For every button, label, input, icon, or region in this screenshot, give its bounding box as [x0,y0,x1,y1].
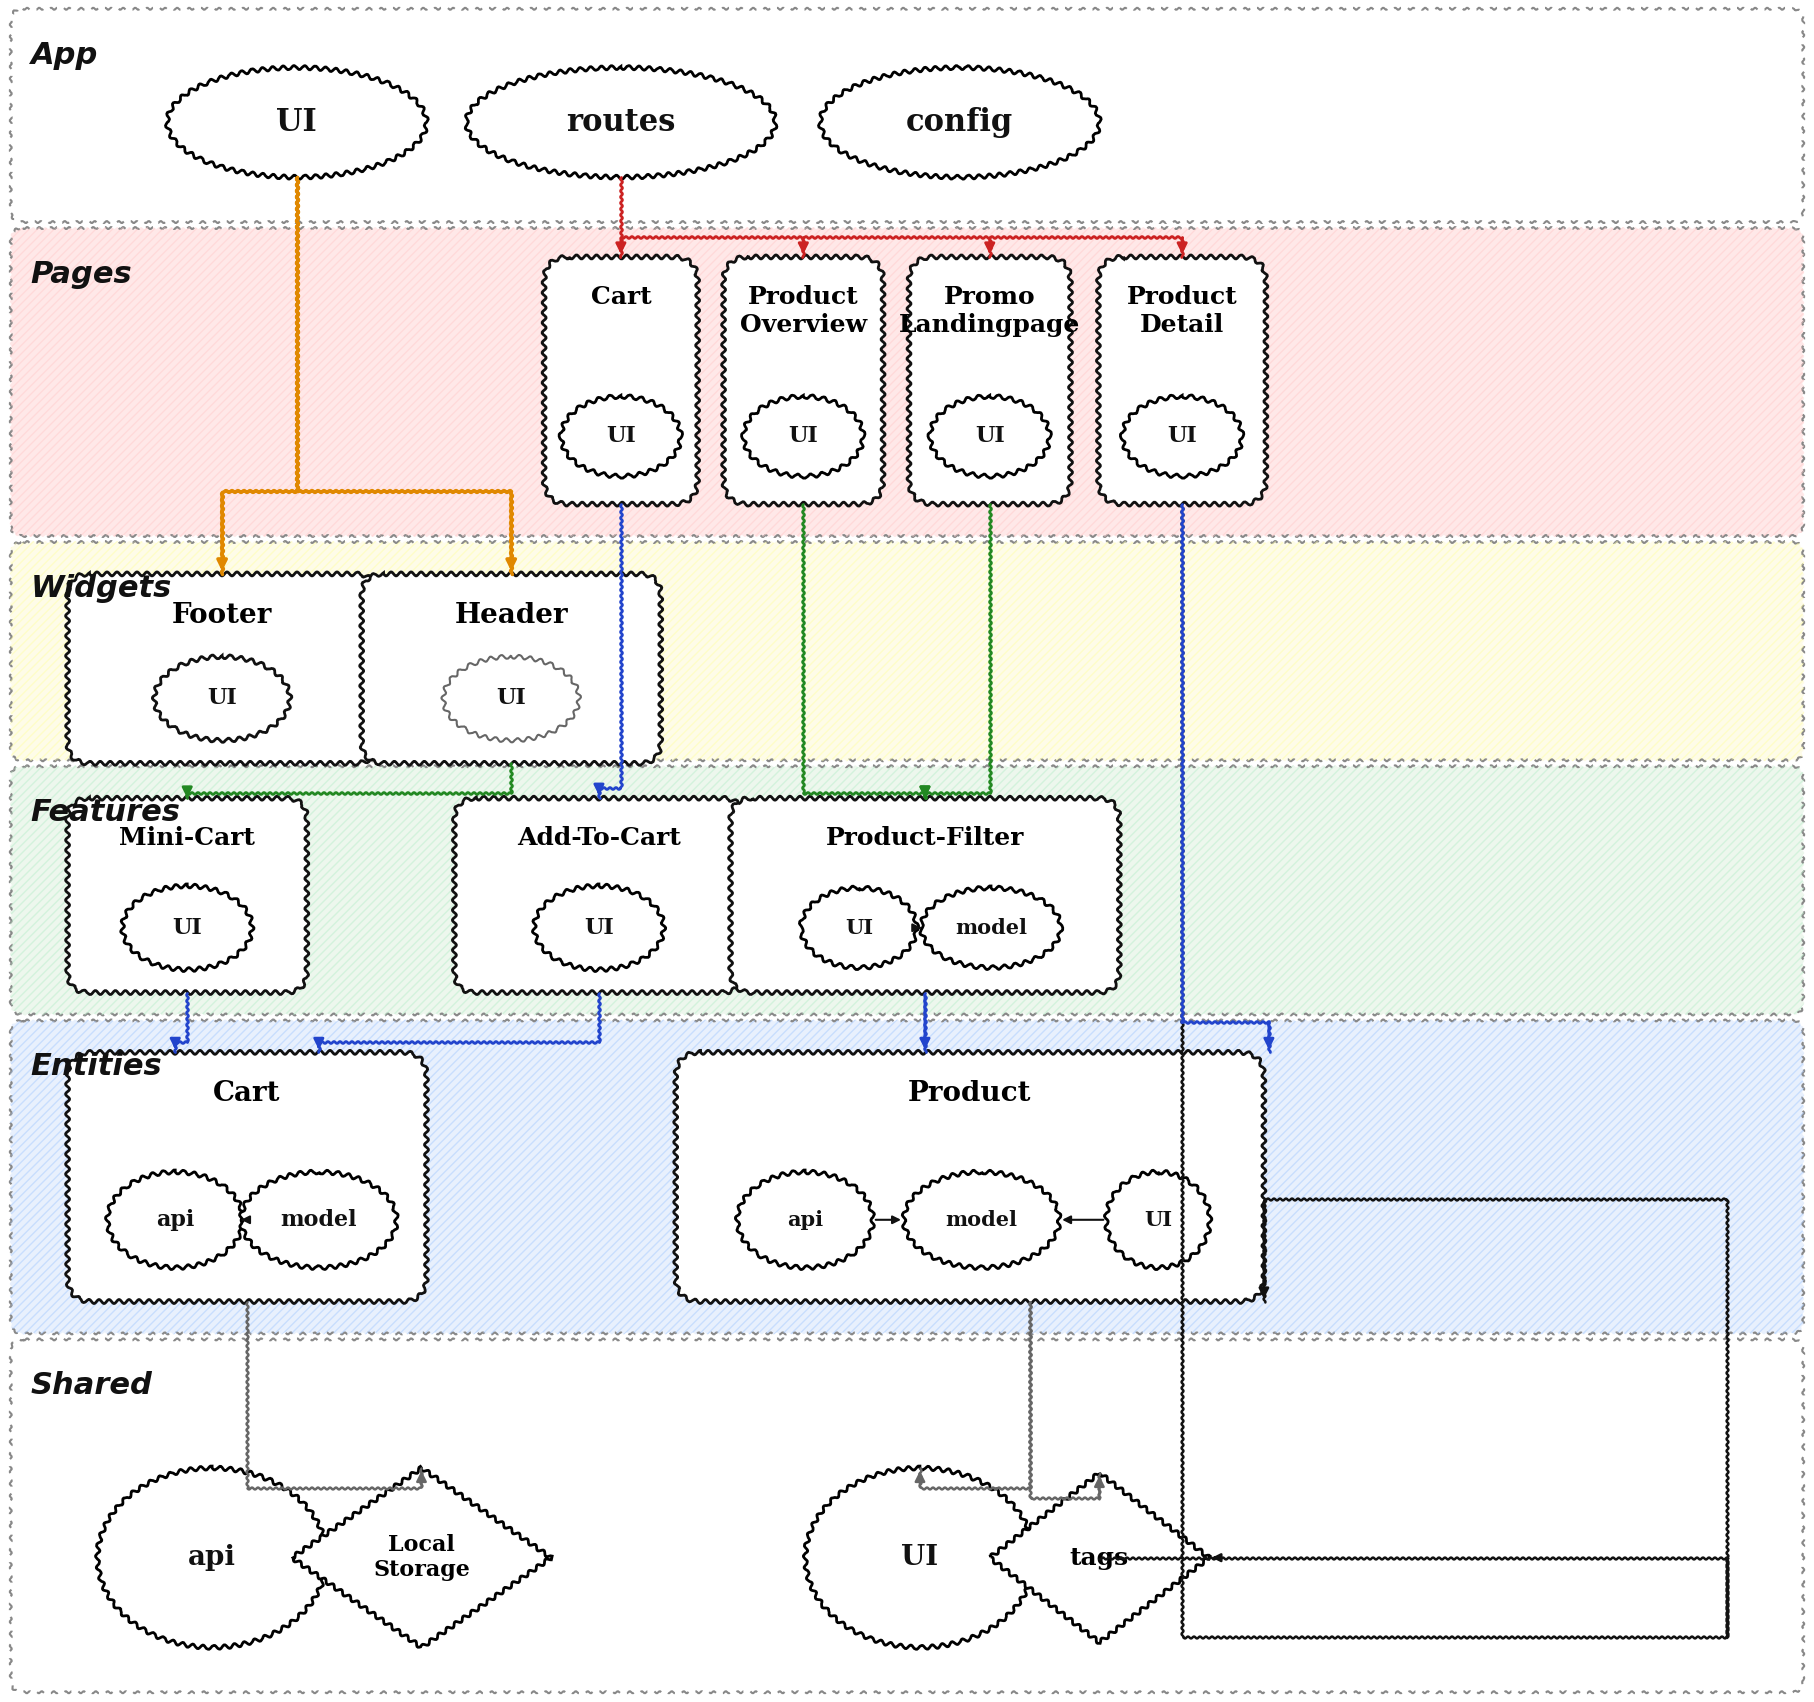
Text: UI: UI [497,688,526,710]
FancyBboxPatch shape [67,574,377,762]
Ellipse shape [167,68,426,177]
Text: Footer: Footer [172,603,272,628]
Text: UI: UI [845,917,873,938]
Polygon shape [990,1472,1210,1642]
Text: model: model [281,1208,357,1231]
Text: Local
Storage: Local Storage [374,1534,470,1581]
Text: Product
Overview: Product Overview [740,284,867,337]
FancyBboxPatch shape [454,798,744,992]
Ellipse shape [805,1469,1034,1648]
Text: UI: UI [276,107,317,138]
FancyBboxPatch shape [11,541,1803,761]
Text: App: App [31,41,98,70]
Text: model: model [945,1210,1018,1231]
Text: api: api [787,1210,824,1231]
Text: UI: UI [172,917,201,940]
Text: Shared: Shared [31,1372,152,1401]
Ellipse shape [154,657,290,740]
Text: Widgets: Widgets [31,574,172,603]
Text: Product-Filter: Product-Filter [825,825,1025,849]
Ellipse shape [736,1173,873,1268]
FancyBboxPatch shape [544,257,698,504]
Text: UI: UI [1145,1210,1172,1231]
FancyBboxPatch shape [11,1021,1803,1333]
Text: Features: Features [31,798,181,827]
FancyBboxPatch shape [361,574,660,762]
Ellipse shape [1123,397,1243,477]
FancyBboxPatch shape [67,1052,426,1302]
FancyBboxPatch shape [11,1339,1803,1692]
Text: UI: UI [974,426,1005,448]
Ellipse shape [98,1469,327,1648]
Text: Cart: Cart [591,284,651,308]
Text: UI: UI [902,1544,938,1571]
Text: Add-To-Cart: Add-To-Cart [517,825,680,849]
Text: model: model [954,917,1027,938]
Text: UI: UI [789,426,818,448]
Ellipse shape [561,397,680,477]
Ellipse shape [802,888,916,968]
Ellipse shape [931,397,1050,477]
Ellipse shape [443,657,579,740]
Text: Entities: Entities [31,1052,161,1081]
Ellipse shape [241,1173,397,1268]
Ellipse shape [1107,1173,1210,1268]
Text: Product: Product [909,1081,1032,1108]
Ellipse shape [533,885,664,970]
Polygon shape [292,1469,551,1648]
Ellipse shape [466,68,775,177]
Text: config: config [907,107,1014,138]
Text: UI: UI [207,688,238,710]
Text: Cart: Cart [214,1081,281,1108]
Ellipse shape [107,1173,243,1268]
Ellipse shape [922,888,1061,968]
Text: api: api [156,1208,194,1231]
Ellipse shape [122,885,252,970]
FancyBboxPatch shape [67,798,307,992]
Ellipse shape [820,68,1099,177]
FancyBboxPatch shape [731,798,1119,992]
FancyBboxPatch shape [675,1052,1264,1302]
FancyBboxPatch shape [724,257,883,504]
Text: Product
Detail: Product Detail [1126,284,1237,337]
Ellipse shape [903,1173,1059,1268]
FancyBboxPatch shape [11,766,1803,1014]
Text: tags: tags [1070,1545,1128,1569]
FancyBboxPatch shape [909,257,1070,504]
Text: UI: UI [1166,426,1197,448]
FancyBboxPatch shape [11,9,1803,221]
Ellipse shape [744,397,863,477]
Text: Header: Header [454,603,568,628]
Text: api: api [189,1544,236,1571]
Text: routes: routes [566,107,675,138]
FancyBboxPatch shape [1099,257,1266,504]
Text: Mini-Cart: Mini-Cart [120,825,256,849]
Text: UI: UI [584,917,613,940]
FancyBboxPatch shape [11,228,1803,536]
Text: Promo
Landingpage: Promo Landingpage [900,284,1081,337]
Text: Pages: Pages [31,260,132,289]
Text: UI: UI [606,426,635,448]
